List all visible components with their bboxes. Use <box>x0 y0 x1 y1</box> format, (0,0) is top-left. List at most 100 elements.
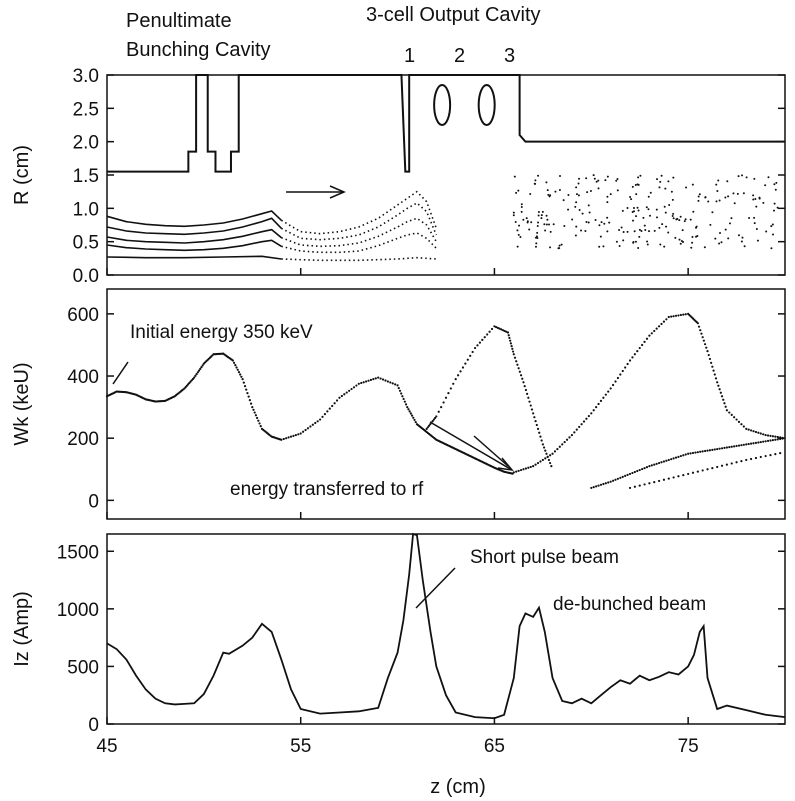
energy-point <box>449 387 452 390</box>
energy-point <box>522 381 525 384</box>
energy-point <box>549 454 552 457</box>
energy-point <box>563 440 566 444</box>
energy-point <box>553 450 557 453</box>
energy-point <box>774 453 777 456</box>
electron-point <box>668 204 671 207</box>
energy-point <box>294 433 297 437</box>
energy-point <box>544 457 547 460</box>
energy-point <box>515 360 518 363</box>
electron-point <box>529 192 532 195</box>
energy-point <box>340 394 343 398</box>
electron-point <box>675 218 678 221</box>
electron-point <box>577 182 580 185</box>
energy-point <box>511 347 514 350</box>
energy-point <box>757 431 760 434</box>
electron-point <box>643 224 646 227</box>
energy-point <box>369 378 373 382</box>
energy-point <box>633 485 636 488</box>
energy-point <box>624 474 627 477</box>
energy-point <box>607 481 610 484</box>
energy-point <box>602 396 605 399</box>
electron-point <box>724 228 727 231</box>
energy-point <box>691 451 695 455</box>
energy-point <box>636 350 639 353</box>
energy-point <box>518 370 521 373</box>
energy-point <box>527 396 530 399</box>
energy-point <box>435 415 438 418</box>
energy-point <box>716 381 719 384</box>
electron-point <box>534 245 537 248</box>
electron-point <box>647 208 650 211</box>
electron-point <box>622 239 625 242</box>
energy-point <box>570 433 574 437</box>
energy-point <box>684 313 687 316</box>
energy-point <box>519 374 523 377</box>
energy-point <box>759 440 762 444</box>
energy-point <box>398 389 402 392</box>
energy-point <box>707 353 710 357</box>
electron-point <box>545 181 548 184</box>
energy-point <box>719 391 722 394</box>
electron-point <box>765 230 768 233</box>
energy-point <box>201 364 204 367</box>
energy-point <box>728 411 731 414</box>
energy-point <box>774 435 777 438</box>
energy-point <box>582 420 586 423</box>
electron-point <box>647 195 650 198</box>
electron-point <box>639 174 642 177</box>
energy-point <box>512 471 515 474</box>
energy-point <box>616 477 620 480</box>
energy-point <box>699 329 702 332</box>
panel-energy-frame <box>106 288 786 520</box>
energy-point <box>411 414 414 417</box>
energy-point <box>280 438 283 441</box>
electron-point <box>587 204 590 207</box>
xlabel: z (cm) <box>430 776 486 798</box>
electron-point <box>727 195 730 198</box>
energy-point <box>633 470 636 474</box>
energy-point <box>253 411 256 414</box>
energy-point <box>459 370 462 373</box>
energy-point <box>677 455 680 458</box>
trajectory-dotted <box>281 232 437 254</box>
energy-point <box>195 372 198 376</box>
electron-point <box>634 240 637 243</box>
energy-point <box>696 470 699 473</box>
ytick-label: 400 <box>67 367 99 388</box>
electron-point <box>526 221 529 224</box>
electron-point <box>730 217 733 220</box>
electron-point <box>587 221 590 224</box>
ytick-label: 600 <box>67 305 99 326</box>
energy-point <box>657 479 661 483</box>
energy-point <box>781 437 784 440</box>
energy-point <box>507 334 510 337</box>
electron-point <box>661 223 664 226</box>
energy-point <box>771 439 774 442</box>
energy-point <box>409 412 412 415</box>
energy-point <box>730 413 733 416</box>
electron-point <box>536 224 539 227</box>
energy-point <box>561 443 564 446</box>
energy-point <box>759 455 762 459</box>
energy-point <box>247 395 250 398</box>
energy-point <box>754 430 758 434</box>
energy-point <box>645 337 649 340</box>
energy-point <box>713 448 716 451</box>
energy-point <box>747 428 750 431</box>
energy-point <box>528 400 531 403</box>
electron-point <box>544 229 547 232</box>
electron-point <box>520 205 523 208</box>
energy-point <box>701 336 704 339</box>
ytick-label: 0.5 <box>73 233 99 254</box>
energy-point <box>708 357 712 361</box>
electron-point <box>548 223 551 226</box>
ylabel-current: Iz (Amp) <box>11 591 33 667</box>
energy-point <box>519 468 523 472</box>
energy-point <box>476 344 479 347</box>
energy-point <box>377 376 380 379</box>
electron-point <box>698 193 701 196</box>
energy-point <box>609 387 612 390</box>
electron-point <box>608 221 611 224</box>
electron-point <box>522 218 525 221</box>
energy-point <box>527 466 530 469</box>
